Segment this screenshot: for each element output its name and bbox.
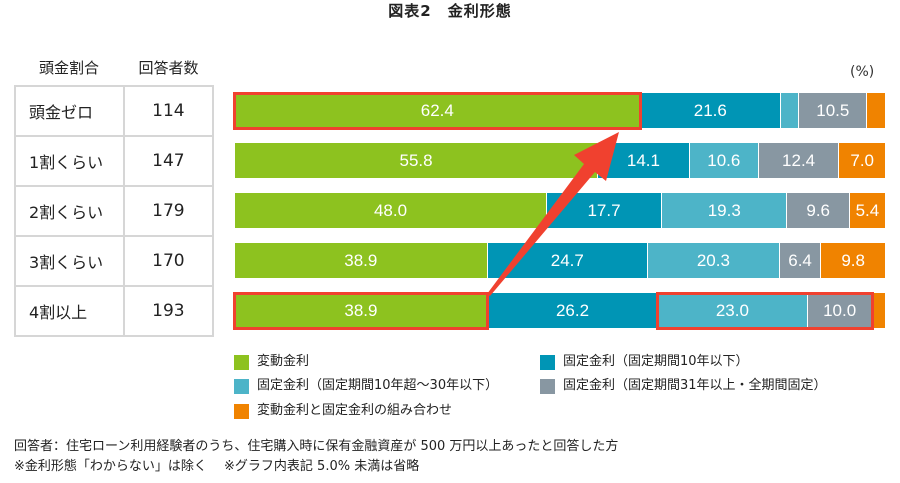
bar-segment: 9.8 — [821, 243, 885, 278]
row-count: 193 — [122, 285, 215, 337]
bar-segment: 5.4 — [849, 193, 885, 228]
legend-swatch-icon — [540, 378, 555, 394]
table-row: 2割くらい 179 — [14, 185, 215, 237]
bar-segment: 21.6 — [640, 93, 781, 128]
bar-segment: 23.0 — [658, 293, 808, 328]
bar-segment: 62.4 — [235, 93, 641, 128]
legend-item-variable: 変動金利 — [234, 353, 309, 371]
bar-segment: 19.3 — [662, 193, 788, 228]
legend-label: 固定金利（固定期間10年以下） — [563, 354, 749, 369]
bar-segment: 12.4 — [758, 143, 840, 178]
bar-row: 38.9 26.2 23.0 10.0 — [235, 293, 885, 328]
bar-segment: 10.0 — [807, 293, 873, 328]
bar-row: 55.8 14.1 10.6 12.4 7.0 — [235, 143, 885, 178]
unit-label: (%) — [850, 64, 875, 80]
bar-segment: 24.7 — [487, 243, 648, 278]
bar-segment — [872, 293, 885, 328]
bar-segment: 7.0 — [839, 143, 885, 178]
row-label: 4割以上 — [14, 285, 125, 337]
legend-item-fixed-31-plus: 固定金利（固定期間31年以上・全期間固定） — [540, 377, 827, 395]
bar-segment: 55.8 — [235, 143, 599, 178]
table-row: 3割くらい 170 — [14, 235, 215, 287]
bar-segment — [780, 93, 800, 128]
bar-segment — [867, 93, 885, 128]
chart-title: 図表2 金利形態 — [388, 2, 512, 20]
column-header-down-payment-ratio: 頭金割合 — [38, 59, 99, 77]
table-row: 4割以上 193 — [14, 285, 215, 337]
bar-segment: 17.7 — [547, 193, 663, 228]
row-count: 114 — [122, 85, 215, 137]
table-row: 1割くらい 147 — [14, 135, 215, 187]
bar-segment: 20.3 — [647, 243, 780, 278]
row-label: 2割くらい — [14, 185, 125, 237]
bar-segment: 38.9 — [235, 243, 488, 278]
bar-segment: 9.6 — [787, 193, 850, 228]
row-label: 1割くらい — [14, 135, 125, 187]
bar-segment: 38.9 — [235, 293, 488, 328]
bar-segment: 10.6 — [689, 143, 759, 178]
row-count: 179 — [122, 185, 215, 237]
legend-swatch-icon — [234, 403, 249, 419]
bar-row: 62.4 21.6 10.5 — [235, 93, 885, 128]
legend-item-mixed: 変動金利と固定金利の組み合わせ — [234, 402, 452, 420]
bar-segment: 48.0 — [235, 193, 547, 228]
legend-label: 変動金利 — [257, 354, 310, 369]
footer-note-respondents: 回答者：住宅ローン利用経験者のうち、住宅購入時に保有金融資産が 500 万円以上… — [14, 439, 619, 454]
bar-segment: 6.4 — [779, 243, 822, 278]
row-count: 147 — [122, 135, 215, 187]
bar-row: 48.0 17.7 19.3 9.6 5.4 — [235, 193, 885, 228]
legend-swatch-icon — [234, 354, 249, 370]
respondent-table: 頭金ゼロ 114 1割くらい 147 2割くらい 179 3割くらい 170 4… — [14, 85, 215, 337]
legend-label: 固定金利（固定期間10年超～30年以下） — [257, 378, 499, 393]
legend-swatch-icon — [540, 354, 555, 370]
legend-item-fixed-10-to-30: 固定金利（固定期間10年超～30年以下） — [234, 377, 498, 395]
bar-segment: 10.5 — [799, 93, 868, 128]
table-row: 頭金ゼロ 114 — [14, 85, 215, 137]
row-label: 頭金ゼロ — [14, 85, 125, 137]
legend-swatch-icon — [234, 378, 249, 394]
footer-note-exclusions: ※金利形態「わからない」は除く ※グラフ内表記 5.0% 未満は省略 — [14, 459, 420, 474]
bar-row: 38.9 24.7 20.3 6.4 9.8 — [235, 243, 885, 278]
column-header-respondents: 回答者数 — [138, 59, 199, 77]
legend-label: 固定金利（固定期間31年以上・全期間固定） — [563, 378, 827, 393]
row-count: 170 — [122, 235, 215, 287]
legend-item-fixed-10-or-less: 固定金利（固定期間10年以下） — [540, 353, 749, 371]
row-label: 3割くらい — [14, 235, 125, 287]
bar-segment: 26.2 — [487, 293, 659, 328]
legend-label: 変動金利と固定金利の組み合わせ — [257, 403, 453, 418]
bar-segment: 14.1 — [598, 143, 690, 178]
